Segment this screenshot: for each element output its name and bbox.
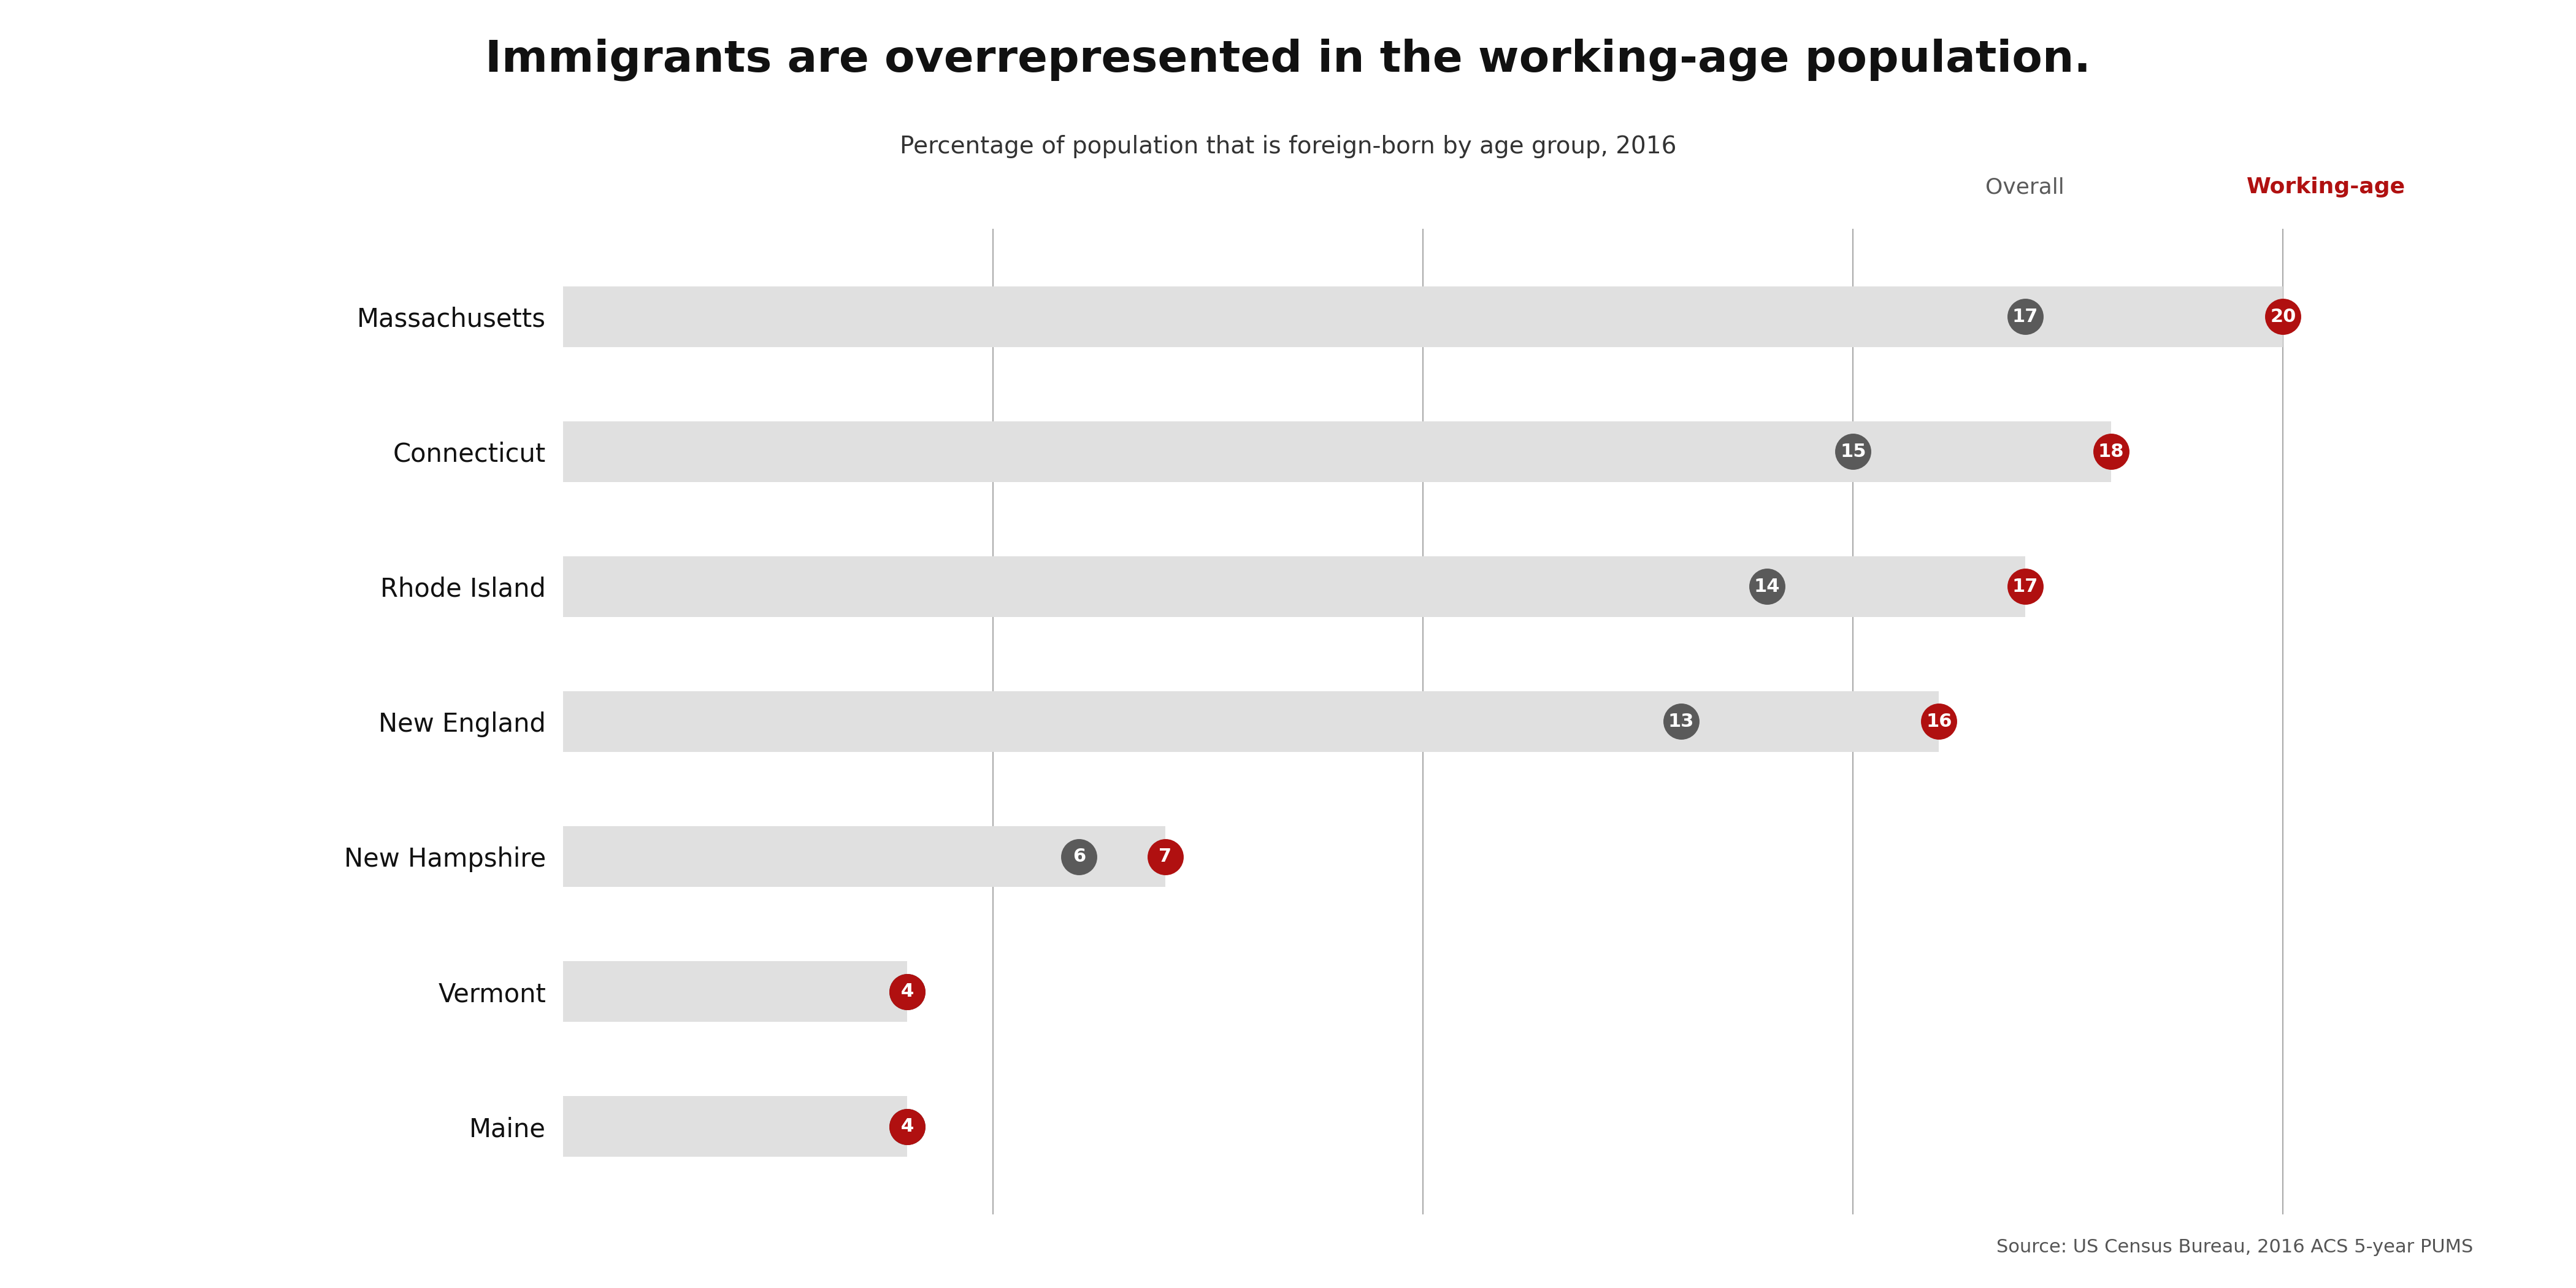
Point bbox=[1662, 711, 1703, 732]
Bar bbox=[564, 1096, 907, 1157]
Text: Working-age: Working-age bbox=[2246, 176, 2406, 197]
Bar bbox=[564, 421, 2112, 482]
Text: 6: 6 bbox=[1072, 848, 1084, 866]
Text: 18: 18 bbox=[2097, 443, 2125, 460]
Text: 4: 4 bbox=[902, 983, 914, 1001]
Bar bbox=[564, 556, 2025, 617]
Point bbox=[2092, 442, 2133, 462]
Point bbox=[1919, 711, 1960, 732]
Text: 20: 20 bbox=[2269, 308, 2295, 326]
Text: 4: 4 bbox=[902, 1118, 914, 1136]
Point bbox=[2262, 307, 2303, 327]
Point bbox=[1059, 846, 1100, 867]
Text: Overall: Overall bbox=[1986, 176, 2063, 197]
Text: 17: 17 bbox=[2012, 577, 2038, 595]
Point bbox=[886, 1117, 927, 1137]
Text: 4: 4 bbox=[902, 983, 914, 1001]
Point bbox=[1832, 442, 1873, 462]
Bar bbox=[564, 286, 2282, 346]
Bar bbox=[564, 961, 907, 1021]
Text: 17: 17 bbox=[2012, 308, 2038, 326]
Point bbox=[1747, 576, 1788, 596]
Text: Immigrants are overrepresented in the working-age population.: Immigrants are overrepresented in the wo… bbox=[484, 39, 2092, 81]
Text: 14: 14 bbox=[1754, 577, 1780, 595]
Text: Source: US Census Bureau, 2016 ACS 5-year PUMS: Source: US Census Bureau, 2016 ACS 5-yea… bbox=[1996, 1238, 2473, 1256]
Point bbox=[1144, 846, 1185, 867]
Point bbox=[2004, 307, 2045, 327]
Text: Percentage of population that is foreign-born by age group, 2016: Percentage of population that is foreign… bbox=[899, 135, 1677, 158]
Point bbox=[886, 1117, 927, 1137]
Text: 13: 13 bbox=[1669, 712, 1695, 730]
Text: 16: 16 bbox=[1927, 712, 1953, 730]
Point bbox=[886, 981, 927, 1002]
Text: 15: 15 bbox=[1839, 443, 1865, 460]
Point bbox=[886, 981, 927, 1002]
Bar bbox=[564, 692, 1940, 752]
Text: 7: 7 bbox=[1159, 848, 1172, 866]
Bar bbox=[564, 826, 1164, 887]
Point bbox=[2004, 576, 2045, 596]
Text: 4: 4 bbox=[902, 1118, 914, 1136]
